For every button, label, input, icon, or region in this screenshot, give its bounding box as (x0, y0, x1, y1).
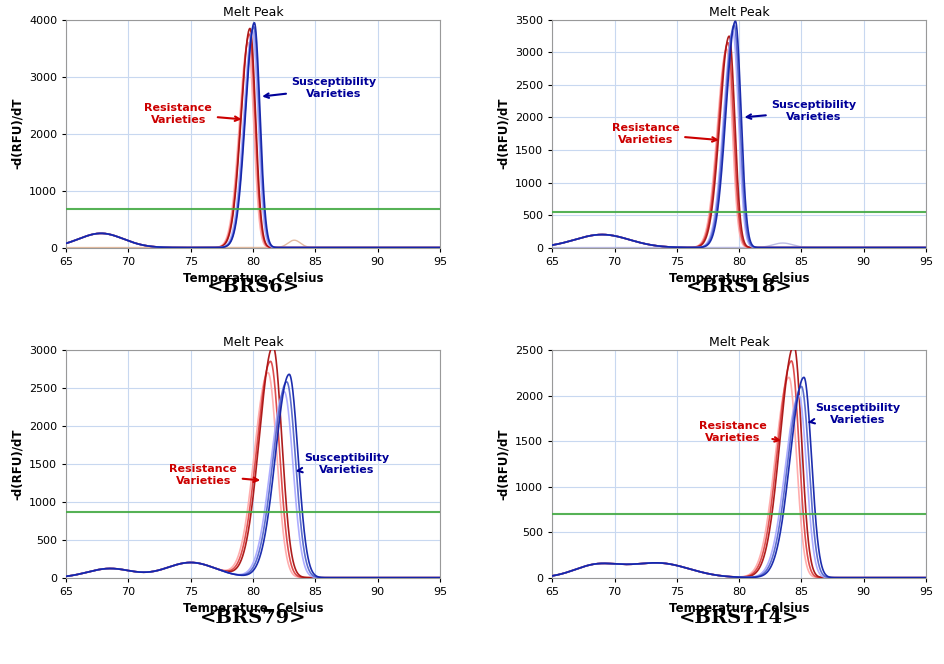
Y-axis label: -d(RFU)/dT: -d(RFU)/dT (496, 98, 509, 169)
Text: <BRS18>: <BRS18> (685, 278, 792, 296)
X-axis label: Temperature, Celsius: Temperature, Celsius (182, 272, 323, 285)
Text: <BRS114>: <BRS114> (678, 608, 799, 627)
Y-axis label: -d(RFU)/dT: -d(RFU)/dT (496, 428, 509, 499)
X-axis label: Temperature, Celsius: Temperature, Celsius (668, 272, 809, 285)
Title: Melt Peak: Melt Peak (223, 6, 283, 19)
Text: <BRS79>: <BRS79> (199, 608, 306, 627)
Text: Susceptibility
Varieties: Susceptibility Varieties (808, 403, 900, 424)
Text: Susceptibility
Varieties: Susceptibility Varieties (264, 78, 377, 99)
Y-axis label: -d(RFU)/dT: -d(RFU)/dT (10, 428, 24, 499)
Title: Melt Peak: Melt Peak (223, 336, 283, 349)
Text: <BRS6>: <BRS6> (207, 278, 299, 296)
Text: Resistance
Varieties: Resistance Varieties (169, 464, 258, 486)
Title: Melt Peak: Melt Peak (708, 336, 768, 349)
Y-axis label: -d(RFU)/dT: -d(RFU)/dT (10, 98, 24, 169)
X-axis label: Temperature, Celsius: Temperature, Celsius (668, 602, 809, 616)
Text: Susceptibility
Varieties: Susceptibility Varieties (297, 453, 389, 475)
X-axis label: Temperature, Celsius: Temperature, Celsius (182, 602, 323, 616)
Title: Melt Peak: Melt Peak (708, 6, 768, 19)
Text: Susceptibility
Varieties: Susceptibility Varieties (746, 100, 855, 122)
Text: Resistance
Varieties: Resistance Varieties (699, 421, 778, 443)
Text: Resistance
Varieties: Resistance Varieties (611, 123, 716, 145)
Text: Resistance
Varieties: Resistance Varieties (144, 103, 239, 125)
